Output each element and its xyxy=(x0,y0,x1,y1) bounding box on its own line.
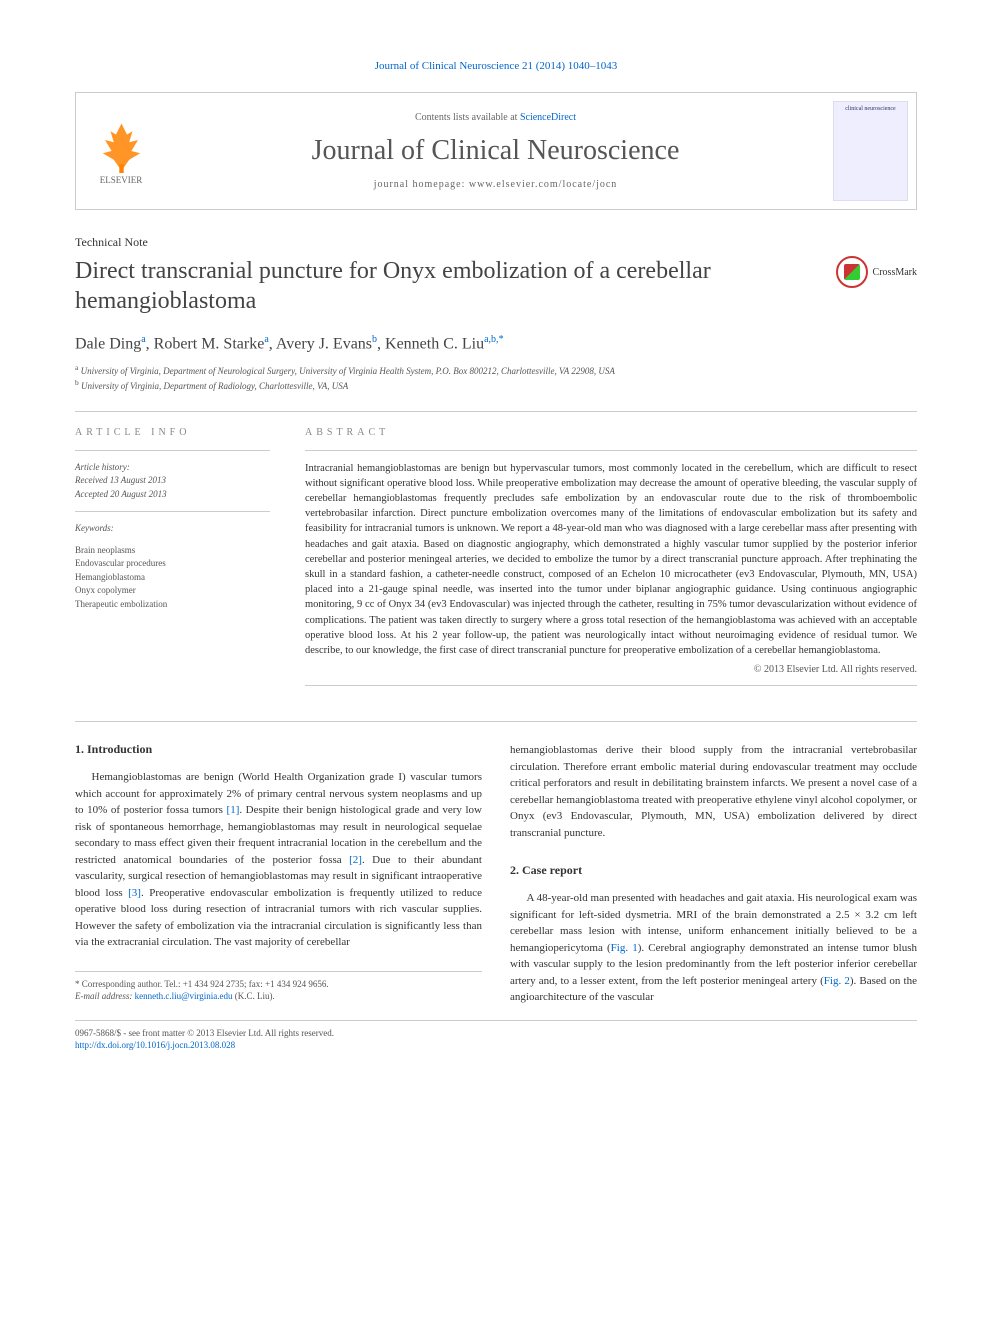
author-2-aff[interactable]: a xyxy=(264,334,268,345)
homepage-url[interactable]: www.elsevier.com/locate/jocn xyxy=(469,179,617,190)
abstract-label: ABSTRACT xyxy=(305,427,917,438)
author-4: Kenneth C. Liu xyxy=(385,335,484,352)
corresp-label: Corresponding author. Tel.: +1 434 924 2… xyxy=(82,979,329,989)
keywords-label: Keywords: xyxy=(75,522,270,536)
corresp-marker: * xyxy=(75,979,80,989)
abstract-column: ABSTRACT Intracranial hemangioblastomas … xyxy=(305,427,917,697)
contents-available: Contents lists available at ScienceDirec… xyxy=(176,112,815,123)
author-1: Dale Ding xyxy=(75,335,141,352)
ref-link-3[interactable]: [3] xyxy=(128,887,141,899)
right-column: hemangioblastomas derive their blood sup… xyxy=(510,742,917,1006)
crossmark-label: CrossMark xyxy=(873,267,917,278)
article-history: Article history: Received 13 August 2013… xyxy=(75,461,270,502)
corresponding-mark[interactable]: * xyxy=(499,334,504,345)
divider xyxy=(75,511,270,512)
crossmark-icon xyxy=(836,256,868,288)
page-footer: 0967-5868/$ - see front matter © 2013 El… xyxy=(75,1020,917,1052)
affiliation-b: b University of Virginia, Department of … xyxy=(75,378,917,393)
title-row: Direct transcranial puncture for Onyx em… xyxy=(75,256,917,316)
ref-link-2[interactable]: [2] xyxy=(349,854,362,866)
abstract-copyright: © 2013 Elsevier Ltd. All rights reserved… xyxy=(305,664,917,675)
case-heading: 2. Case report xyxy=(510,863,917,878)
left-column: 1. Introduction Hemangioblastomas are be… xyxy=(75,742,482,1006)
info-abstract-row: ARTICLE INFO Article history: Received 1… xyxy=(75,427,917,697)
keyword-item: Brain neoplasms xyxy=(75,544,270,558)
affiliations: a University of Virginia, Department of … xyxy=(75,363,917,392)
keyword-item: Therapeutic embolization xyxy=(75,598,270,612)
journal-header: ELSEVIER Contents lists available at Sci… xyxy=(75,92,917,210)
affiliation-a: a University of Virginia, Department of … xyxy=(75,363,917,378)
aff-a-text: University of Virginia, Department of Ne… xyxy=(81,366,615,376)
article-title: Direct transcranial puncture for Onyx em… xyxy=(75,256,836,316)
fig-link-1[interactable]: Fig. 1 xyxy=(611,942,638,954)
divider xyxy=(75,721,917,722)
journal-homepage: journal homepage: www.elsevier.com/locat… xyxy=(176,179,815,190)
journal-name: Journal of Clinical Neuroscience xyxy=(176,135,815,167)
author-2: Robert M. Starke xyxy=(154,335,265,352)
author-list: Dale Dinga, Robert M. Starkea, Avery J. … xyxy=(75,334,917,353)
history-label: Article history: xyxy=(75,461,270,475)
corresponding-author-note: * Corresponding author. Tel.: +1 434 924… xyxy=(75,971,482,1003)
article-info-column: ARTICLE INFO Article history: Received 1… xyxy=(75,427,270,697)
header-center: Contents lists available at ScienceDirec… xyxy=(166,97,825,205)
keyword-item: Endovascular procedures xyxy=(75,557,270,571)
divider xyxy=(305,685,917,686)
intro-heading: 1. Introduction xyxy=(75,742,482,757)
aff-b-sup: b xyxy=(75,378,79,387)
article-info-label: ARTICLE INFO xyxy=(75,427,270,438)
elsevier-tree-icon xyxy=(94,118,149,173)
corresp-suffix: (K.C. Liu). xyxy=(235,991,275,1001)
article-type: Technical Note xyxy=(75,235,917,250)
abstract-text: Intracranial hemangioblastomas are benig… xyxy=(305,461,917,659)
fig-link-2[interactable]: Fig. 2 xyxy=(824,975,850,987)
intro-paragraph: Hemangioblastomas are benign (World Heal… xyxy=(75,769,482,951)
aff-b-text: University of Virginia, Department of Ra… xyxy=(81,381,348,391)
homepage-prefix: journal homepage: xyxy=(374,179,469,190)
cover-label: clinical neuroscience xyxy=(841,102,899,116)
corresp-email-link[interactable]: kenneth.c.liu@virginia.edu xyxy=(135,991,233,1001)
keywords-block: Keywords: xyxy=(75,522,270,536)
keywords-list: Brain neoplasms Endovascular procedures … xyxy=(75,544,270,612)
crossmark-mark-icon xyxy=(844,264,860,280)
publisher-name: ELSEVIER xyxy=(100,175,143,185)
intro-continuation: hemangioblastomas derive their blood sup… xyxy=(510,742,917,841)
keyword-item: Onyx copolymer xyxy=(75,584,270,598)
author-4-aff[interactable]: a,b, xyxy=(484,334,498,345)
keyword-item: Hemangioblastoma xyxy=(75,571,270,585)
sciencedirect-link[interactable]: ScienceDirect xyxy=(520,112,576,123)
crossmark-badge[interactable]: CrossMark xyxy=(836,256,917,288)
doi-link[interactable]: http://dx.doi.org/10.1016/j.jocn.2013.08… xyxy=(75,1040,235,1050)
ref-link-1[interactable]: [1] xyxy=(227,804,240,816)
history-accepted: Accepted 20 August 2013 xyxy=(75,489,167,499)
body-columns: 1. Introduction Hemangioblastomas are be… xyxy=(75,742,917,1006)
issn-line: 0967-5868/$ - see front matter © 2013 El… xyxy=(75,1027,917,1040)
publisher-logo[interactable]: ELSEVIER xyxy=(76,101,166,201)
page: Journal of Clinical Neuroscience 21 (201… xyxy=(0,0,992,1092)
divider xyxy=(305,450,917,451)
contents-prefix: Contents lists available at xyxy=(415,112,520,123)
author-3-aff[interactable]: b xyxy=(372,334,377,345)
journal-cover-thumbnail[interactable]: clinical neuroscience xyxy=(833,101,908,201)
author-1-aff[interactable]: a xyxy=(141,334,145,345)
aff-a-sup: a xyxy=(75,363,78,372)
divider xyxy=(75,411,917,412)
case-paragraph: A 48-year-old man presented with headach… xyxy=(510,890,917,1006)
history-received: Received 13 August 2013 xyxy=(75,475,166,485)
email-label: E-mail address: xyxy=(75,991,132,1001)
divider xyxy=(75,450,270,451)
citation-line[interactable]: Journal of Clinical Neuroscience 21 (201… xyxy=(75,60,917,72)
author-3: Avery J. Evans xyxy=(276,335,372,352)
